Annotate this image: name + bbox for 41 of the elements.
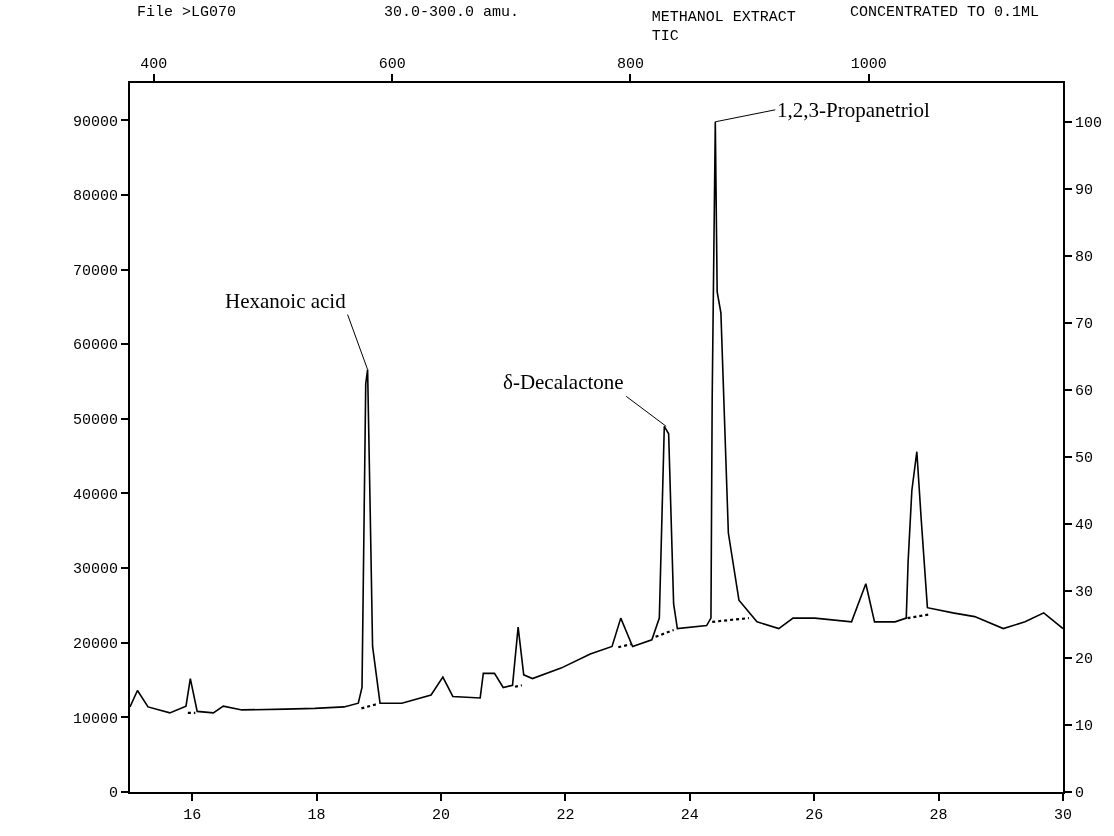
- y-tick-label: 10000: [72, 710, 118, 728]
- x-tick-label: 26: [805, 807, 824, 824]
- annotation: δ-Decalactone: [503, 370, 624, 394]
- x2-tick-label: 600: [378, 56, 406, 73]
- y2-tick-label: 10: [1075, 718, 1094, 736]
- y2-tick-label: 70: [1075, 316, 1094, 334]
- y2-tick-label: 50: [1075, 450, 1094, 468]
- y2-tick-label: 100: [1075, 115, 1103, 133]
- y-tick-label: 70000: [72, 262, 118, 280]
- chart-title: METHANOL EXTRACT: [651, 8, 796, 26]
- x-tick-label: 28: [929, 807, 948, 824]
- y-tick-label: 60000: [72, 337, 118, 355]
- y2-tick-label: 20: [1075, 651, 1094, 669]
- x-tick-label: 22: [556, 807, 575, 824]
- y-tick-label: 30000: [72, 561, 118, 579]
- x-tick-label: 30: [1053, 807, 1073, 824]
- y-tick-label: 0: [108, 785, 118, 803]
- annotation: Hexanoic acid: [225, 289, 347, 313]
- y2-tick-label: 40: [1075, 517, 1094, 535]
- x-tick-label: 20: [431, 807, 451, 824]
- y-tick-label: 40000: [72, 486, 118, 504]
- y-tick-label: 80000: [72, 188, 118, 206]
- text: CONCENTRATED TO 0.1ML: [850, 4, 1040, 21]
- y-tick-label: 20000: [72, 635, 118, 653]
- x-tick-label: 18: [307, 807, 326, 824]
- y2-tick-label: 0: [1075, 785, 1085, 803]
- y-tick-label: 90000: [72, 113, 118, 131]
- x2-tick-label: 400: [140, 56, 168, 73]
- x2-tick-label: 800: [616, 56, 644, 73]
- y2-tick-label: 30: [1075, 584, 1094, 602]
- text: File >LG070: [137, 4, 237, 21]
- x-tick-label: 24: [680, 807, 699, 824]
- y2-tick-label: 90: [1075, 182, 1094, 200]
- y2-tick-label: 60: [1075, 383, 1094, 401]
- y-tick-label: 50000: [72, 412, 118, 430]
- x-tick-label: 16: [183, 807, 202, 824]
- text: 30.0-300.0 amu.: [384, 4, 520, 21]
- y2-tick-label: 80: [1075, 249, 1094, 267]
- chart-subtitle: TIC: [651, 28, 679, 46]
- x2-tick-label: 1000: [850, 56, 887, 73]
- annotation: 1,2,3-Propanetriol: [777, 98, 930, 122]
